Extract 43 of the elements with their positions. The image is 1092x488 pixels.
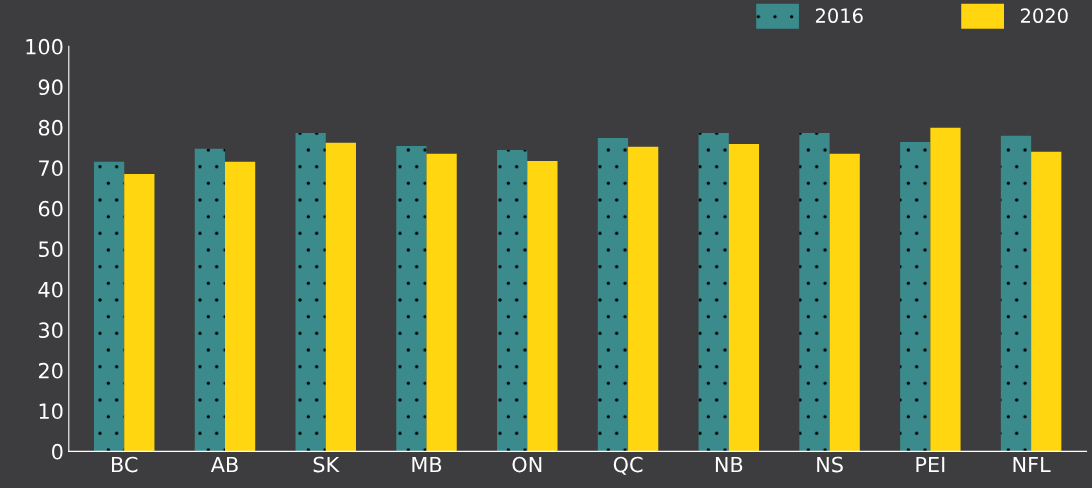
bar — [1000, 135, 1032, 452]
x-tick-label: SK — [313, 456, 340, 473]
x-tick-label: NB — [715, 456, 743, 473]
y-tick-label: 40 — [38, 281, 63, 298]
y-tick-label: 70 — [39, 160, 63, 177]
legend-label: 2016 — [815, 8, 863, 24]
bar — [396, 146, 427, 452]
bar — [1031, 151, 1062, 452]
y-tick-label: 60 — [38, 200, 63, 217]
y-tick-label: 0 — [52, 443, 63, 460]
bar — [698, 133, 729, 452]
y-tick-label: 20 — [38, 362, 63, 379]
bar — [93, 161, 125, 452]
bar — [829, 153, 860, 452]
bar — [124, 173, 155, 452]
bar — [497, 150, 528, 452]
x-tick-label: PEI — [916, 456, 945, 473]
bar — [900, 141, 931, 452]
y-tick-label: 30 — [39, 322, 63, 339]
x-tick-label: AB — [210, 456, 238, 473]
y-tick-label: 100 — [26, 38, 63, 55]
bar — [597, 137, 629, 452]
y-tick-label: 80 — [38, 119, 63, 136]
bar — [628, 146, 659, 452]
x-tick-label: QC — [613, 456, 643, 475]
x-tick-label: NFL — [1013, 456, 1051, 473]
bar — [426, 153, 457, 452]
bar — [325, 142, 356, 452]
x-tick-label: NS — [817, 456, 843, 473]
bar — [728, 143, 760, 452]
x-tick-label: ON — [512, 456, 542, 473]
bar — [224, 161, 256, 452]
y-tick-label: 90 — [38, 79, 63, 96]
bar — [295, 133, 326, 452]
x-tick-label: BC — [112, 456, 138, 473]
bar — [194, 148, 225, 452]
legend-label: 2020 — [1020, 8, 1068, 24]
y-tick-label: 10 — [39, 403, 63, 420]
bar — [930, 127, 961, 452]
y-tick-label: 50 — [39, 241, 63, 258]
bar — [527, 160, 558, 452]
bar — [799, 133, 830, 452]
x-tick-label: MB — [412, 456, 442, 473]
